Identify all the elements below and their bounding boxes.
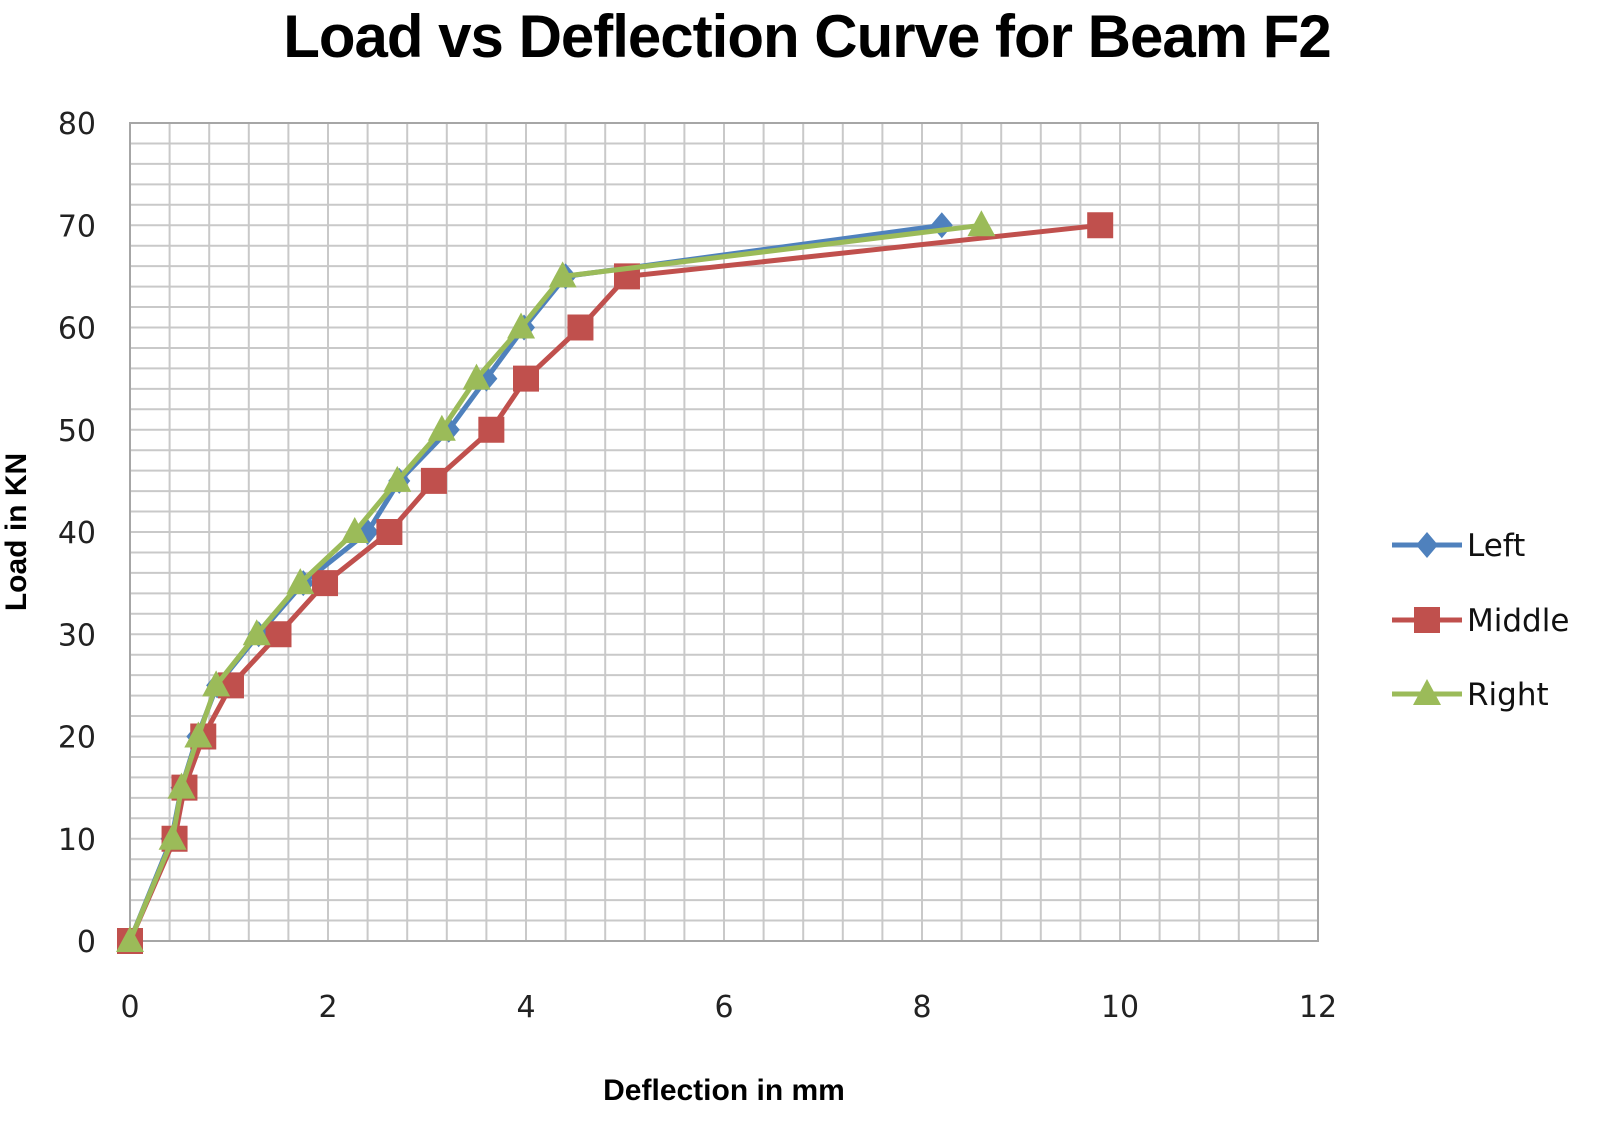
x-tick-label: 8 bbox=[912, 990, 931, 1025]
data-point-right bbox=[202, 670, 231, 697]
legend-label-left: Left bbox=[1467, 528, 1525, 564]
y-axis-title: Load in KN bbox=[0, 453, 33, 611]
x-tick-label: 10 bbox=[1101, 990, 1139, 1025]
legend-marker-right bbox=[1413, 679, 1441, 705]
legend-item-right: Right bbox=[1392, 677, 1549, 713]
data-point-middle bbox=[1087, 212, 1114, 239]
data-point-right bbox=[427, 414, 456, 441]
data-point-right bbox=[548, 261, 577, 288]
series-middle bbox=[117, 212, 1114, 954]
data-point-left bbox=[930, 212, 953, 239]
legend-marker-left bbox=[1416, 532, 1438, 558]
x-axis-ticks: 0 2 4 6 8 10 12 bbox=[120, 990, 1337, 1025]
legend-label-right: Right bbox=[1467, 677, 1549, 713]
series-line-middle bbox=[127, 222, 1101, 942]
data-point-right bbox=[286, 568, 315, 595]
x-axis-title: Deflection in mm bbox=[603, 1074, 845, 1107]
y-tick-label: 30 bbox=[58, 618, 96, 653]
x-tick-label: 0 bbox=[120, 990, 139, 1025]
y-tick-label: 60 bbox=[58, 312, 96, 347]
data-point-right bbox=[340, 517, 369, 543]
data-point-right bbox=[383, 465, 412, 492]
y-axis-ticks: 0 10 20 30 40 50 60 70 80 bbox=[58, 107, 96, 960]
series-line-right bbox=[127, 222, 982, 942]
data-point-middle bbox=[420, 467, 447, 494]
y-tick-label: 50 bbox=[58, 414, 96, 449]
data-point-middle bbox=[567, 314, 594, 341]
data-point-middle bbox=[265, 621, 292, 648]
y-tick-label: 20 bbox=[58, 721, 96, 756]
data-point-middle bbox=[312, 570, 339, 597]
legend-label-middle: Middle bbox=[1467, 603, 1569, 639]
x-tick-label: 6 bbox=[714, 990, 733, 1025]
data-point-right bbox=[116, 926, 144, 952]
y-tick-label: 80 bbox=[58, 107, 96, 142]
y-tick-label: 0 bbox=[77, 925, 96, 960]
data-point-right bbox=[967, 210, 996, 237]
data-point-middle bbox=[513, 365, 539, 392]
x-tick-label: 4 bbox=[516, 990, 535, 1025]
data-point-middle bbox=[478, 416, 505, 443]
data-point-right bbox=[184, 721, 213, 748]
data-point-right bbox=[462, 363, 491, 390]
data-point-right bbox=[158, 823, 187, 850]
x-tick-label: 12 bbox=[1299, 990, 1337, 1025]
data-point-right bbox=[507, 312, 536, 339]
y-tick-label: 70 bbox=[58, 209, 96, 244]
series-line-left bbox=[127, 222, 943, 942]
y-tick-label: 40 bbox=[58, 516, 96, 551]
plot-area bbox=[129, 122, 1319, 942]
data-point-right bbox=[242, 619, 271, 646]
legend-marker-middle bbox=[1414, 607, 1440, 633]
series-right bbox=[116, 210, 996, 952]
legend-item-left: Left bbox=[1392, 528, 1525, 564]
data-point-middle bbox=[376, 519, 403, 545]
x-tick-label: 2 bbox=[318, 990, 337, 1025]
data-point-right bbox=[167, 772, 196, 799]
legend-item-middle: Middle bbox=[1392, 603, 1569, 639]
series-left bbox=[119, 212, 953, 954]
y-tick-label: 10 bbox=[58, 823, 96, 858]
chart-title: Load vs Deflection Curve for Beam F2 bbox=[283, 3, 1332, 70]
grid bbox=[130, 123, 1318, 941]
legend: Left Middle Right bbox=[1392, 528, 1569, 713]
series bbox=[116, 210, 1114, 954]
